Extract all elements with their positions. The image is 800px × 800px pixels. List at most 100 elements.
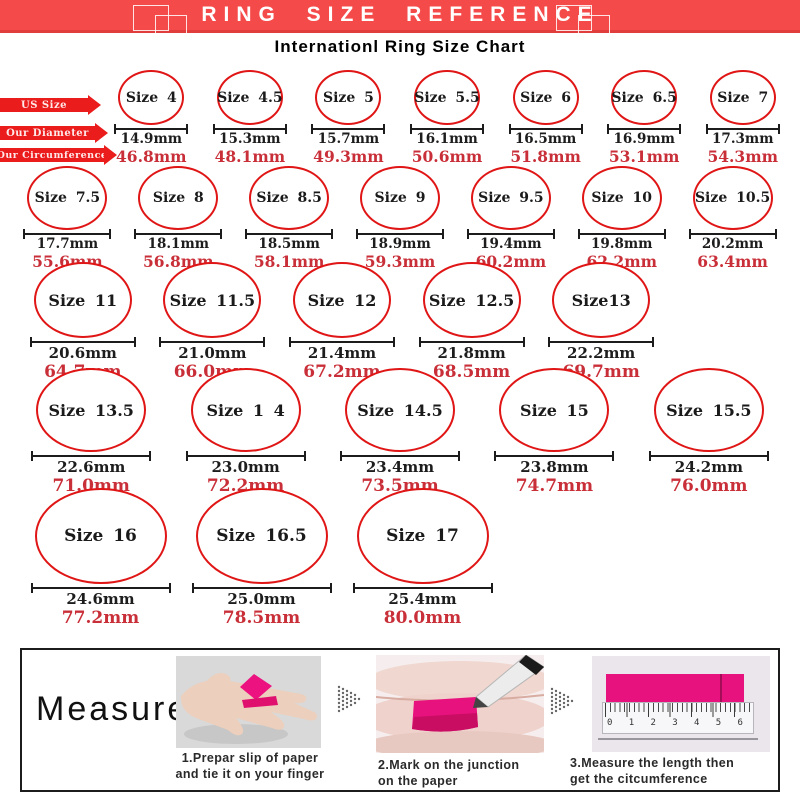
ring-diameter-value: 22.6mm [57, 458, 126, 476]
ring-circumference-value: 58.1mm [253, 252, 325, 271]
ring-circumference-value: 53.1mm [608, 147, 680, 166]
ring-diameter-value: 17.7mm [36, 236, 99, 252]
header-squares-decoration-left [133, 2, 223, 38]
step-1-caption: 1.Prepar slip of paper and tie it on you… [175, 751, 325, 782]
measure-section-title: Measure [36, 690, 190, 728]
ring-diameter-value: 25.4mm [388, 590, 457, 608]
ring-circumference-value: 78.5mm [222, 608, 301, 628]
ring-circumference-value: 63.4mm [697, 252, 768, 271]
diameter-measure-line [245, 229, 334, 239]
ring-diameter-value: 15.3mm [219, 131, 281, 147]
ring-size-item: Size 11.5 21.0mm 66.0mm [148, 262, 278, 382]
ring-size-item: Size 15 23.8mm 74.7mm [477, 368, 631, 496]
ring-size-label: Size 13.5 [48, 400, 134, 420]
ring-size-label: Size 14.5 [357, 400, 443, 420]
step-2-caption: 2.Mark on the junction on the paper [378, 758, 520, 789]
ring-circle: Size 8.5 [249, 166, 330, 230]
ring-size-label: Size 1 4 [206, 400, 285, 420]
ruler-measurement-image: 0 1 2 3 4 5 6 [592, 656, 770, 752]
ring-size-item: Size 5.5 16.1mm 50.6mm [398, 70, 497, 166]
ring-circumference-value: 67.2mm [303, 362, 381, 382]
ring-diameter-value: 21.8mm [437, 344, 506, 362]
ring-size-item: Size 8 18.1mm 56.8mm [123, 166, 234, 271]
ring-diameter-value: 20.6mm [48, 344, 117, 362]
ring-size-row-5: Size 16 24.6mm 77.2mm Size 16.5 25.0mm 7… [28, 488, 495, 628]
ring-circle: Size 1 4 [190, 368, 301, 452]
diameter-measure-line [548, 337, 655, 347]
ring-circle: Size 7.5 [27, 166, 108, 230]
step-3-caption: 3.Measure the length then get the citcum… [570, 756, 735, 787]
ring-diameter-value: 25.0mm [227, 590, 296, 608]
ring-circle: Size 12 [292, 262, 391, 338]
ring-size-label: Size 9.5 [478, 190, 544, 206]
ring-circumference-value: 46.8mm [116, 147, 187, 166]
ring-size-item: Size 7 17.3mm 54.3mm [693, 70, 792, 166]
ring-circle: Size 16 [34, 488, 167, 584]
ring-size-item: Size 17 25.4mm 80.0mm [350, 488, 495, 628]
ring-size-label: Size 16 [64, 526, 137, 546]
ring-size-item: Size 15.5 24.2mm 76.0mm [632, 368, 786, 496]
ring-circle: Size 5.5 [414, 70, 481, 125]
diameter-measure-line [352, 583, 493, 593]
ring-circle: Size 12.5 [422, 262, 521, 338]
diameter-measure-line [705, 124, 780, 134]
diameter-measure-line [356, 229, 444, 239]
diameter-measure-line [212, 124, 287, 134]
diameter-measure-line [494, 451, 615, 461]
ring-size-item: Size 13.5 22.6mm 71.0mm [14, 368, 168, 496]
ring-circle: Size 9.5 [470, 166, 551, 230]
ring-diameter-value: 21.4mm [307, 344, 377, 362]
ring-circle: Size 4.5 [216, 70, 283, 125]
ring-size-label: Size 6 [520, 89, 572, 106]
ring-size-item: Size 4 14.9mm 46.8mm [102, 70, 201, 166]
ring-diameter-value: 15.7mm [317, 131, 380, 147]
ring-diameter-value: 20.2mm [701, 236, 764, 252]
ring-size-item: Size 11 20.6mm 64.7mm [18, 262, 148, 382]
ring-circle: Size 15 [499, 368, 610, 452]
ring-size-item: Size 14.5 23.4mm 73.5mm [323, 368, 477, 496]
ring-size-item: Size 6 16.5mm 51.8mm [496, 70, 595, 166]
pen-marking-illustration [376, 655, 544, 753]
ring-size-item: Size 9.5 19.4mm 60.2mm [455, 166, 566, 271]
ring-diameter-value: 24.6mm [66, 590, 135, 608]
diameter-measure-line [191, 583, 332, 593]
square-outline-icon [133, 5, 169, 31]
square-outline-icon [578, 15, 610, 38]
ring-size-label: Size 6.5 [611, 89, 677, 106]
dotted-arrow-icon [337, 685, 361, 713]
ring-size-item: Size 9 18.9mm 59.3mm [345, 166, 456, 271]
ring-diameter-value: 22.2mm [567, 344, 636, 362]
ring-circle: Size 8 [138, 166, 219, 230]
diameter-measure-line [311, 124, 386, 134]
ring-size-label: Size 12 [307, 290, 377, 310]
ring-circle: Size 14.5 [345, 368, 456, 452]
ring-circle: Size 13.5 [36, 368, 147, 452]
ring-size-label: Size 11.5 [169, 290, 256, 310]
ring-size-row-4: Size 13.5 22.6mm 71.0mm Size 1 4 23.0mm … [14, 368, 786, 496]
ring-circumference-value: 51.8mm [510, 147, 581, 166]
ring-diameter-value: 23.8mm [520, 458, 589, 476]
ring-diameter-value: 18.1mm [147, 236, 210, 252]
ring-size-label: Size 17 [386, 526, 459, 546]
ring-circumference-value: 80.0mm [383, 608, 462, 628]
ring-size-item: Size 6.5 16.9mm 53.1mm [595, 70, 694, 166]
ring-circle: Size 6 [512, 70, 579, 125]
ring-size-item: Size 10 19.8mm 62.2mm [566, 166, 677, 271]
ring-size-item: Size 16 24.6mm 77.2mm [28, 488, 173, 628]
ring-size-item: Size 8.5 18.5mm 58.1mm [234, 166, 345, 271]
ring-circumference-value: 77.2mm [61, 608, 140, 628]
ring-circumference-value: 54.3mm [707, 147, 779, 166]
ring-diameter-value: 18.9mm [369, 236, 431, 252]
ring-size-label: Size 7.5 [34, 190, 101, 206]
ring-circumference-value: 68.5mm [432, 362, 511, 382]
ring-size-row-1: Size 4 14.9mm 46.8mm Size 4.5 15.3mm 48.… [102, 70, 792, 166]
square-outline-icon [556, 5, 592, 31]
chart-subtitle: Internationl Ring Size Chart [274, 37, 526, 56]
ring-size-item: Size 1 4 23.0mm 72.2mm [168, 368, 322, 496]
ring-size-label: Size 11 [48, 290, 118, 310]
ring-diameter-value: 16.1mm [416, 131, 478, 147]
diameter-measure-line [607, 124, 682, 134]
ruler-number: 3 [672, 718, 678, 728]
ring-diameter-value: 17.3mm [712, 131, 774, 147]
ring-size-item: Size 16.5 25.0mm 78.5mm [189, 488, 334, 628]
